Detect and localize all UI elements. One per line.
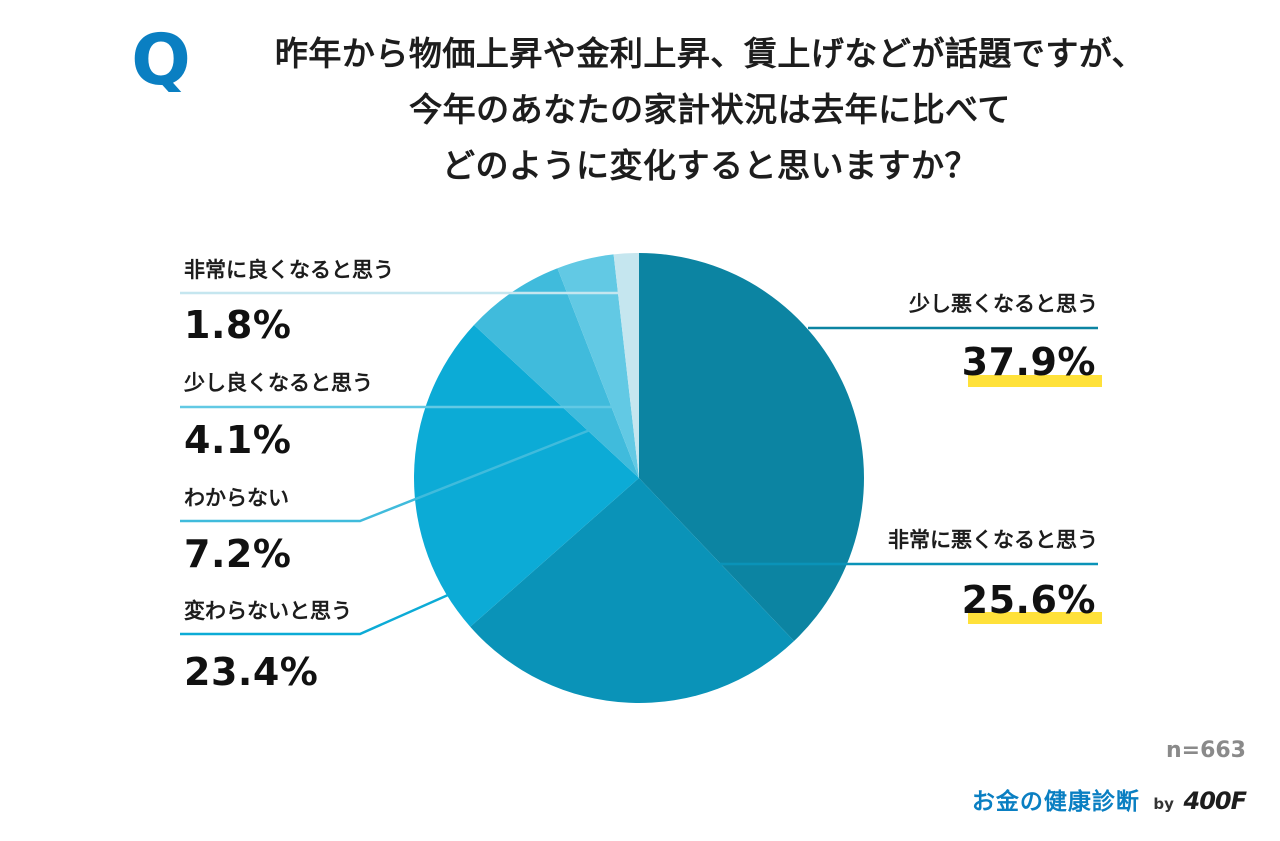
question-line-1: 昨年から物価上昇や金利上昇、賃上げなどが話題ですが、: [274, 34, 1146, 73]
slice-value-6: 1.8%: [184, 303, 292, 347]
q-mark-text: Q: [131, 26, 191, 92]
leader-line-3: [180, 593, 449, 636]
slice-label-1: 少し悪くなると思う: [909, 292, 1098, 316]
pie-slice-4: [474, 268, 639, 478]
pie-slice-1: [639, 253, 864, 642]
pie-slice-5: [557, 254, 639, 478]
slice-label-4: わからない: [184, 486, 289, 510]
pie-slice-3: [414, 325, 639, 627]
slice-value-2: 25.6%: [961, 578, 1096, 622]
slice-label-6: 非常に良くなると思う: [184, 258, 394, 282]
slice-value-5: 4.1%: [184, 418, 292, 462]
sample-size: n=663: [1165, 738, 1246, 763]
question-line-2: 今年のあなたの家計状況は去年に比べて: [409, 90, 1011, 129]
question-title: 昨年から物価上昇や金利上昇、賃上げなどが話題ですが、 今年のあなたの家計状況は去…: [210, 26, 1210, 194]
value-highlight-1: [968, 375, 1102, 387]
slice-label-2: 非常に悪くなると思う: [888, 528, 1098, 552]
leader-line-4: [180, 428, 591, 523]
brand-logo: お金の健康診断 by 400F: [971, 782, 1247, 816]
slice-value-4: 7.2%: [184, 532, 292, 576]
question-line-3: どのように変化すると思いますか？: [442, 146, 978, 185]
pie-slice-6: [613, 253, 639, 478]
brand-name: お金の健康診断: [971, 789, 1140, 815]
q-mark-icon: Q: [131, 26, 191, 92]
brand-by: by: [1153, 795, 1174, 813]
slice-value-1: 37.9%: [961, 340, 1096, 384]
value-highlight-2: [968, 612, 1102, 624]
pie-slice-2: [470, 478, 795, 703]
brand-mark: 400F: [1183, 787, 1247, 815]
slice-label-3: 変わらないと思う: [184, 599, 352, 623]
slice-label-5: 少し良くなると思う: [184, 371, 373, 395]
slice-value-3: 23.4%: [184, 650, 319, 694]
